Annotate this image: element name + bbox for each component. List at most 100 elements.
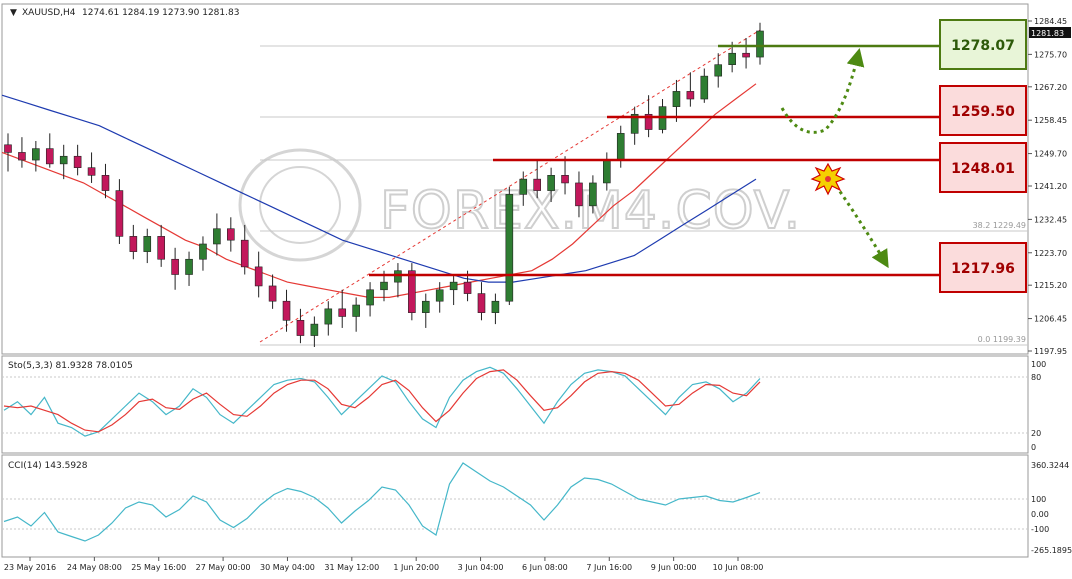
candle-body: [728, 52, 736, 65]
candle: [87, 152, 96, 183]
candle-body: [630, 113, 639, 134]
candle: [505, 186, 514, 306]
candle-body: [157, 236, 165, 260]
candle-body: [73, 155, 82, 168]
price-axis: 1284.45 1275.70 1267.20 1258.45 1249.70 1241.…: [1028, 17, 1067, 356]
time-axis: 23 May 2016 24 May 08:00 25 May 16:00 27 Ma…: [4, 557, 763, 572]
cci-tick: -100: [1031, 525, 1049, 534]
candle: [268, 274, 277, 309]
candle-body: [616, 133, 625, 161]
stoch-tick: 20: [1031, 429, 1041, 438]
price-tick-label: 1258.45: [1034, 116, 1067, 125]
candle-body: [254, 266, 263, 287]
time-tick-label: 3 Jun 04:00: [458, 563, 504, 572]
time-tick-label: 25 May 16:00: [131, 563, 186, 572]
candle-body: [59, 155, 68, 165]
level-box-1278[interactable]: 1278.07: [939, 19, 1027, 70]
candle: [686, 72, 695, 107]
time-tick-label: 1 Jun 20:00: [393, 563, 439, 572]
stoch-tick: 100: [1031, 360, 1046, 369]
candle: [73, 144, 82, 176]
candle-body: [87, 167, 96, 176]
candle-body: [672, 91, 681, 107]
level-box-1259[interactable]: 1259.50: [939, 85, 1027, 136]
cci-tick: 360.3244: [1031, 461, 1069, 470]
candle: [59, 144, 68, 180]
fib-label-382: 38.2 1229.49: [973, 221, 1026, 230]
candle-body: [227, 228, 235, 241]
candle: [408, 263, 416, 321]
ma-slow-line: [1, 94, 757, 283]
candle: [296, 308, 305, 344]
time-tick-label: 27 May 00:00: [196, 563, 251, 572]
candle: [352, 297, 360, 332]
candle-body: [435, 289, 444, 302]
candle-body: [268, 285, 277, 302]
candle: [338, 289, 347, 328]
candle-body: [533, 178, 541, 191]
candle-body: [18, 152, 26, 161]
time-tick-label: 6 Jun 08:00: [522, 563, 568, 572]
price-tick-label: 1267.20: [1034, 83, 1067, 92]
candle-body: [240, 239, 249, 268]
candle-body: [199, 243, 207, 260]
time-tick-label: 23 May 2016: [4, 563, 56, 572]
price-tick-label: 1275.70: [1034, 50, 1067, 59]
candle: [421, 293, 430, 328]
stoch-lines: [3, 366, 761, 437]
breakout-burst-icon: [810, 162, 846, 196]
level-box-1248[interactable]: 1248.01: [939, 142, 1027, 193]
candle: [575, 171, 583, 218]
candle-body: [714, 64, 723, 77]
price-tick-label: 1223.70: [1034, 249, 1067, 258]
candle-body: [366, 289, 374, 306]
candle: [240, 224, 249, 275]
time-tick-label: 9 Jun 00:00: [651, 563, 697, 572]
price-tick-label: 1284.45: [1034, 17, 1067, 26]
candle-body: [449, 281, 458, 291]
header-arrow-icon[interactable]: ▼: [10, 8, 17, 18]
candle: [449, 274, 458, 306]
candle: [672, 79, 681, 122]
main-chart-panel: [1, 3, 1029, 355]
stochastic-panel: [1, 355, 1029, 454]
candle-body: [742, 52, 750, 58]
candle-body: [213, 228, 221, 245]
candle: [310, 316, 319, 347]
cci-series-line: [3, 462, 761, 542]
candle-body: [686, 91, 695, 100]
candle-body: [463, 281, 472, 294]
fib-trend-line[interactable]: [259, 29, 761, 343]
candle-body: [561, 175, 569, 184]
candle-body: [380, 281, 388, 291]
price-tick-label: 1215.20: [1034, 281, 1067, 290]
candle-body: [171, 258, 179, 275]
candle-body: [45, 148, 54, 165]
cci-title: CCI(14) 143.5928: [8, 461, 88, 471]
cci-line: [3, 462, 761, 542]
candle: [185, 251, 193, 286]
fib-label-0: 0.0 1199.39: [978, 335, 1026, 344]
candle: [630, 106, 639, 145]
candle-body: [4, 144, 12, 153]
level-label: 1217.96: [951, 261, 1015, 277]
candle-body: [477, 293, 486, 313]
candle-body: [421, 300, 430, 313]
candle: [227, 217, 235, 252]
candle-body: [32, 148, 40, 161]
ohlc-values: 1274.61 1284.19 1273.90 1281.83: [82, 8, 239, 18]
candle-body: [547, 175, 555, 191]
candle: [394, 263, 402, 298]
current-price: 1281.83: [1031, 29, 1064, 38]
candle: [561, 156, 569, 195]
level-box-1217[interactable]: 1217.96: [939, 242, 1027, 293]
price-tick-label: 1241.20: [1034, 182, 1067, 191]
candle-body: [575, 182, 583, 207]
candle: [324, 301, 333, 336]
candle-body: [408, 270, 416, 313]
candle-body: [324, 308, 333, 325]
candle: [282, 289, 291, 332]
candle: [435, 282, 444, 313]
candle-body: [296, 319, 305, 336]
